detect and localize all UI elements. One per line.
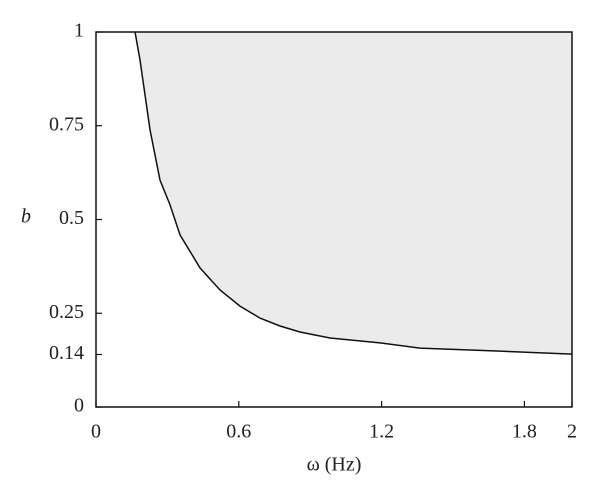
y-tick-label: 0.14 xyxy=(49,342,84,364)
area xyxy=(135,32,573,355)
curve xyxy=(134,31,573,355)
y-axis-label: b xyxy=(21,206,31,228)
y-tick-label: 0 xyxy=(74,395,84,417)
x-tick-label: 2 xyxy=(567,421,577,443)
y-tick-label: 0.25 xyxy=(49,301,84,323)
y-tick-label: 1 xyxy=(74,20,84,42)
x-axis-label: ω (Hz) xyxy=(307,454,362,476)
x-tick-label: 0.6 xyxy=(226,421,251,443)
x-tick-label: 0 xyxy=(91,421,101,443)
y-tick-label: 0.75 xyxy=(49,113,84,135)
x-tick-label: 1.8 xyxy=(512,421,537,443)
x-tick-label: 1.2 xyxy=(369,421,394,443)
y-tick-label: 0.5 xyxy=(59,207,84,229)
